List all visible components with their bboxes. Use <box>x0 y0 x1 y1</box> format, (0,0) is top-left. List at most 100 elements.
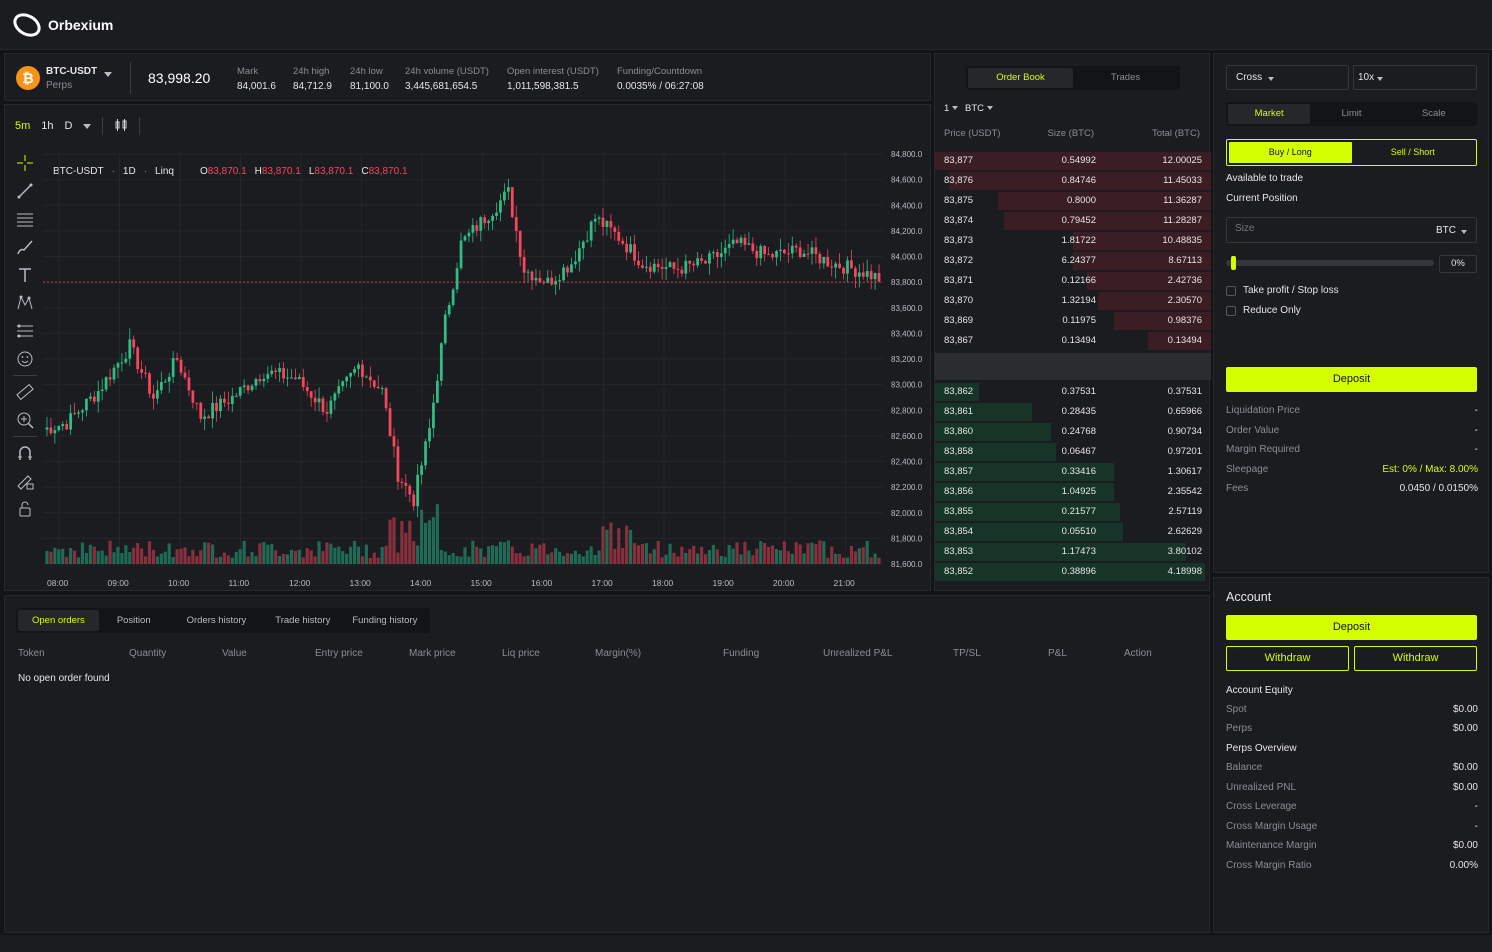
candle <box>660 258 664 280</box>
deposit-button[interactable]: Deposit <box>1226 367 1477 392</box>
withdraw-button[interactable]: Withdraw <box>1226 646 1349 671</box>
unit-select[interactable]: BTC <box>965 103 993 114</box>
ob-bid-row[interactable]: 83,852 0.38896 4.18998 <box>935 562 1211 582</box>
candle <box>534 268 538 286</box>
crosshair-icon[interactable] <box>13 151 37 175</box>
candle <box>262 373 266 388</box>
tab-open-orders[interactable]: Open orders <box>18 610 99 631</box>
candle <box>274 367 278 380</box>
ob-ask-row[interactable]: 83,869 0.11975 0.98376 <box>935 311 1211 331</box>
checkbox-box[interactable] <box>1226 285 1236 296</box>
ob-bid-row[interactable]: 83,855 0.21577 2.57119 <box>935 502 1211 522</box>
leverage-select[interactable]: 10x <box>1353 65 1477 90</box>
volume-bar <box>873 553 877 564</box>
pattern-icon[interactable] <box>13 291 37 315</box>
zoom-in-icon[interactable] <box>13 408 37 432</box>
volume-bar <box>786 551 790 564</box>
grouping-select[interactable]: 1 <box>944 103 958 114</box>
ob-ask-row[interactable]: 83,870 1.32194 2.30570 <box>935 291 1211 311</box>
size-input[interactable]: BTC <box>1226 217 1477 243</box>
volume-bar <box>281 553 286 564</box>
candle <box>286 368 289 387</box>
unlock-icon[interactable] <box>13 497 37 521</box>
interval-1h[interactable]: 1h <box>41 120 54 132</box>
interval-chevron-down-icon[interactable] <box>83 123 92 129</box>
ob-bid-row[interactable]: 83,862 0.37531 0.37531 <box>935 382 1211 402</box>
ob-bid-row[interactable]: 83,858 0.06467 0.97201 <box>935 442 1211 462</box>
candle <box>806 243 810 260</box>
tab-limit[interactable]: Limit <box>1341 108 1362 119</box>
overview-row: Unrealized PNL $0.00 <box>1226 781 1478 793</box>
ob-bid-row[interactable]: 83,856 1.04925 2.35542 <box>935 482 1211 502</box>
tab-order-book[interactable]: Order Book <box>968 68 1073 88</box>
sell-short-button[interactable]: Sell / Short <box>1390 147 1435 157</box>
horizontal-lines-icon[interactable] <box>13 207 37 231</box>
size-slider[interactable] <box>1226 256 1434 270</box>
ob-ask-row[interactable]: 83,874 0.79452 11.28287 <box>935 211 1211 231</box>
tab-market[interactable]: Market <box>1228 104 1311 124</box>
tab-orders-history[interactable]: Orders history <box>186 615 247 626</box>
trend-line-icon[interactable] <box>13 179 37 203</box>
buy-long-button[interactable]: Buy / Long <box>1229 142 1352 163</box>
price-chart[interactable]: 84,800.0 84,600.0 84,400.0 84,200.0 84,000.0… <box>43 150 929 590</box>
ob-ask-row[interactable]: 83,871 0.12166 2.42736 <box>935 271 1211 291</box>
tab-trades[interactable]: Trades <box>1110 72 1141 83</box>
size-unit[interactable]: BTC <box>1436 225 1456 236</box>
logo[interactable]: Orbexium <box>12 12 113 38</box>
magnet-icon[interactable] <box>13 441 37 465</box>
ruler-icon[interactable] <box>13 380 37 404</box>
interval-d[interactable]: D <box>64 120 73 132</box>
candle <box>814 237 818 264</box>
text-icon[interactable] <box>13 263 37 287</box>
tab-funding-history[interactable]: Funding history <box>352 615 418 626</box>
symbol-selector[interactable]: BTC-USDT Perps <box>46 66 116 92</box>
candle <box>420 461 423 485</box>
slider-handle[interactable] <box>1231 256 1236 270</box>
ob-bid-row[interactable]: 83,853 1.17473 3.80102 <box>935 542 1211 562</box>
candle <box>842 266 845 280</box>
volume-bar <box>652 549 656 564</box>
tpsl-checkbox[interactable]: Take profit / Stop loss <box>1226 285 1339 296</box>
tab-trade-history[interactable]: Trade history <box>275 615 331 626</box>
emoji-icon[interactable] <box>13 347 37 371</box>
brush-icon[interactable] <box>13 235 37 259</box>
ob-depth-bar <box>935 543 1187 561</box>
reduce-only-checkbox[interactable]: Reduce Only <box>1226 305 1301 316</box>
slider-percent-input[interactable]: 0% <box>1439 255 1477 273</box>
candle <box>305 381 309 397</box>
candle-type-icon[interactable] <box>114 118 128 135</box>
fib-icon[interactable] <box>13 319 37 343</box>
chevron-down-icon <box>1461 230 1467 234</box>
ob-bid-row[interactable]: 83,854 0.05510 2.62629 <box>935 522 1211 542</box>
candle <box>357 361 360 378</box>
checkbox-box[interactable] <box>1226 305 1236 316</box>
lock-drawing-icon[interactable] <box>13 469 37 493</box>
candle <box>514 205 518 243</box>
ob-bid-row[interactable]: 83,861 0.28435 0.65966 <box>935 402 1211 422</box>
candle <box>865 259 869 282</box>
candle <box>223 391 226 407</box>
ob-ask-row[interactable]: 83,872 6.24377 8.67113 <box>935 251 1211 271</box>
interval-5m[interactable]: 5m <box>15 120 31 132</box>
withdraw-button-2[interactable]: Withdraw <box>1354 646 1477 671</box>
tab-position[interactable]: Position <box>116 615 151 626</box>
account-deposit-button[interactable]: Deposit <box>1226 615 1477 640</box>
current-position-label: Current Position <box>1226 193 1298 204</box>
ob-ask-row[interactable]: 83,873 1.81722 10.48835 <box>935 231 1211 251</box>
candle <box>790 236 794 259</box>
ob-ask-row[interactable]: 83,877 0.54992 12.00025 <box>935 151 1211 171</box>
margin-mode-select[interactable]: Cross <box>1226 65 1349 90</box>
candle <box>625 236 629 261</box>
ob-ask-row[interactable]: 83,867 0.13494 0.13494 <box>935 331 1211 351</box>
ob-ask-row[interactable]: 83,875 0.8000 11.36287 <box>935 191 1211 211</box>
ob-bid-row[interactable]: 83,857 0.33416 1.30617 <box>935 462 1211 482</box>
volume-bar <box>140 548 144 564</box>
candle <box>219 395 222 419</box>
ob-price: 83,872 <box>944 255 974 266</box>
ob-total: 2.62629 <box>1167 526 1202 537</box>
volume-bar <box>349 546 353 564</box>
size-field[interactable] <box>1235 223 1385 234</box>
tab-scale[interactable]: Scale <box>1421 108 1446 119</box>
ob-ask-row[interactable]: 83,876 0.84746 11.45033 <box>935 171 1211 191</box>
ob-bid-row[interactable]: 83,860 0.24768 0.90734 <box>935 422 1211 442</box>
